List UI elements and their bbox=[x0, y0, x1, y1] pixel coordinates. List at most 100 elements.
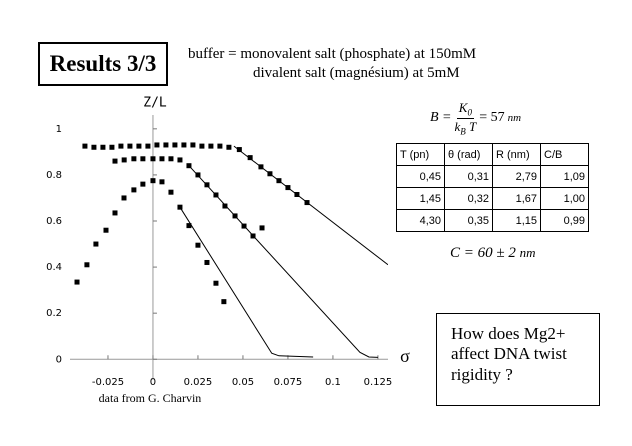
data-point bbox=[121, 195, 127, 201]
results-table: T (pn) θ (rad) R (nm) C/B 0,45 0,31 2,79 1,09 1,… bbox=[396, 143, 589, 232]
y-tick-label: 0.2 bbox=[46, 308, 62, 319]
data-point bbox=[213, 280, 219, 286]
data-point bbox=[112, 158, 118, 164]
y-tick-label: 0.6 bbox=[46, 216, 62, 227]
fit-line bbox=[188, 165, 378, 358]
formula-text: B bbox=[460, 126, 466, 137]
buffer-line: buffer = monovalent salt (phosphate) at … bbox=[188, 46, 476, 63]
table-cell: 1,67 bbox=[492, 187, 541, 210]
x-tick-label: 0.05 bbox=[232, 377, 254, 388]
formula-text: B = bbox=[430, 110, 452, 126]
denominator: kB T bbox=[455, 119, 477, 137]
formula-unit: nm bbox=[519, 245, 536, 260]
x-tick-label: 0.075 bbox=[274, 377, 303, 388]
x-axis-label: σ bbox=[400, 346, 410, 366]
data-point bbox=[195, 242, 201, 248]
formula-text: = 57 bbox=[479, 110, 505, 126]
formula: B = K0 kB T = 57 nm bbox=[430, 100, 521, 136]
data-point bbox=[109, 144, 115, 150]
data-point bbox=[168, 189, 174, 195]
data-point bbox=[190, 142, 196, 148]
data-point bbox=[221, 299, 227, 305]
data-point bbox=[208, 143, 214, 149]
fraction: K0 kB T bbox=[455, 100, 477, 136]
data-point bbox=[172, 142, 178, 148]
data-point bbox=[177, 157, 183, 163]
table-row: 4,30 0,35 1,15 0,99 bbox=[396, 209, 589, 232]
data-point bbox=[150, 156, 156, 162]
data-point bbox=[199, 143, 205, 149]
table-cell: 1,09 bbox=[540, 165, 589, 188]
x-tick-label: -0.025 bbox=[92, 377, 124, 388]
data-point bbox=[127, 143, 133, 149]
data-point bbox=[131, 156, 137, 162]
formula-text: K bbox=[458, 100, 468, 115]
data-point bbox=[168, 156, 174, 162]
data-point bbox=[150, 178, 156, 184]
table-cell: 1,00 bbox=[540, 187, 589, 210]
table-cell: 0,31 bbox=[444, 165, 493, 188]
data-point bbox=[136, 143, 142, 149]
buffer-label: buffer = bbox=[188, 46, 237, 62]
x-tick-label: 0 bbox=[150, 377, 156, 388]
table-cell: 1,45 bbox=[396, 187, 445, 210]
data-point bbox=[74, 279, 80, 285]
table-cell: 0,45 bbox=[396, 165, 445, 188]
caption: data from G. Charvin bbox=[99, 391, 202, 405]
data-point bbox=[154, 142, 160, 148]
y-tick-label: 1 bbox=[56, 124, 62, 135]
data-point bbox=[121, 157, 127, 163]
table-cell: 4,30 bbox=[396, 209, 445, 232]
question-box: How does Mg2+ affect DNA twist rigidity … bbox=[436, 313, 600, 406]
header-row: T (pn) θ (rad) R (nm) C/B bbox=[396, 143, 589, 166]
y-axis-label: Z/L bbox=[143, 96, 167, 111]
numerator: K0 bbox=[456, 100, 474, 119]
data-point bbox=[140, 181, 146, 187]
formula: C = 60 ± 2 nm bbox=[450, 245, 536, 262]
table-cell: 2,79 bbox=[492, 165, 541, 188]
data-point bbox=[131, 187, 137, 193]
formula-text: 0 bbox=[467, 107, 472, 118]
buffer-item: divalent salt (magnésium) at 5mM bbox=[253, 65, 460, 81]
data-point bbox=[181, 142, 187, 148]
data-point bbox=[236, 147, 242, 153]
data-point bbox=[247, 155, 253, 161]
data-point bbox=[159, 179, 165, 185]
buffer-item: monovalent salt (phosphate) at 150mM bbox=[240, 46, 477, 62]
header-cell: C/B bbox=[540, 143, 589, 166]
y-tick-label: 0.4 bbox=[46, 262, 62, 273]
formula-unit: nm bbox=[507, 112, 522, 125]
table-cell: 0,35 bbox=[444, 209, 493, 232]
table-row: 0,45 0,31 2,79 1,09 bbox=[396, 165, 589, 188]
data-point bbox=[222, 203, 228, 209]
table-cell: 1,15 bbox=[492, 209, 541, 232]
data-point bbox=[112, 210, 118, 216]
fit-line bbox=[233, 145, 388, 266]
data-point bbox=[84, 262, 90, 268]
data-point bbox=[259, 225, 265, 231]
header-cell: R (nm) bbox=[492, 143, 541, 166]
formula-text: C = 60 ± 2 bbox=[450, 245, 516, 261]
plot-area bbox=[74, 142, 388, 358]
data-point bbox=[145, 143, 151, 149]
header-cell: θ (rad) bbox=[444, 143, 493, 166]
y-tick-label: 0.8 bbox=[46, 170, 62, 181]
data-point bbox=[82, 143, 88, 149]
data-point bbox=[118, 143, 124, 149]
data-point bbox=[204, 259, 210, 265]
table-cell: 0,32 bbox=[444, 187, 493, 210]
slide-title: Results 3/3 bbox=[38, 42, 168, 86]
data-point bbox=[91, 144, 97, 150]
data-point bbox=[140, 156, 146, 162]
data-point bbox=[103, 227, 109, 233]
data-point bbox=[217, 143, 223, 149]
fit-line bbox=[179, 206, 314, 358]
table-row: 1,45 0,32 1,67 1,00 bbox=[396, 187, 589, 210]
x-tick-label: 0.025 bbox=[184, 377, 213, 388]
formula-text: T bbox=[469, 118, 477, 134]
data-point bbox=[93, 241, 99, 247]
x-tick-label: 0.125 bbox=[364, 377, 393, 388]
data-point bbox=[186, 223, 192, 229]
